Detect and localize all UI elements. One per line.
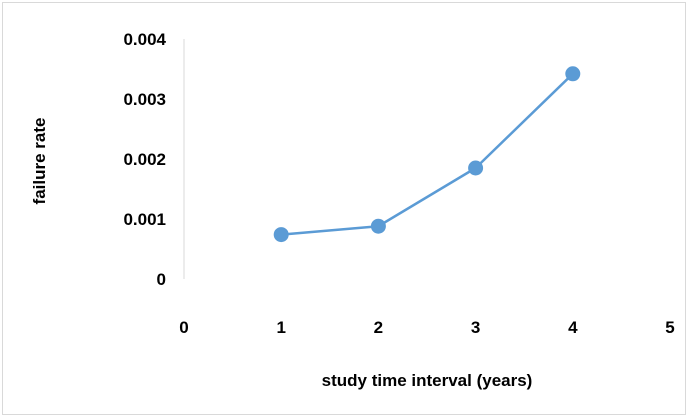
data-point bbox=[370, 218, 386, 234]
y-tick-label: 0.001 bbox=[123, 210, 166, 229]
y-tick-labels: 0 0.001 0.002 0.003 0.004 bbox=[123, 30, 166, 289]
data-point bbox=[273, 227, 289, 243]
chart-svg: 0 0.001 0.002 0.003 0.004 0 1 2 3 4 5 study time … bbox=[30, 30, 675, 390]
x-tick-label: 2 bbox=[374, 318, 383, 337]
x-tick-label: 0 bbox=[179, 318, 188, 337]
x-tick-label: 5 bbox=[665, 318, 674, 337]
x-tick-label: 3 bbox=[471, 318, 480, 337]
data-point bbox=[468, 160, 484, 176]
data-point bbox=[565, 66, 581, 82]
y-tick-label: 0.004 bbox=[123, 30, 166, 49]
x-tick-label: 4 bbox=[568, 318, 578, 337]
y-tick-label: 0.002 bbox=[123, 150, 166, 169]
x-tick-label: 1 bbox=[276, 318, 285, 337]
series-line bbox=[281, 72, 574, 236]
y-tick-label: 0 bbox=[157, 270, 166, 289]
y-axis-title: failure rate bbox=[30, 118, 49, 205]
x-tick-labels: 0 1 2 3 4 5 bbox=[179, 318, 674, 337]
series-group bbox=[273, 66, 581, 243]
y-tick-label: 0.003 bbox=[123, 90, 166, 109]
x-axis-title: study time interval (years) bbox=[322, 371, 533, 390]
